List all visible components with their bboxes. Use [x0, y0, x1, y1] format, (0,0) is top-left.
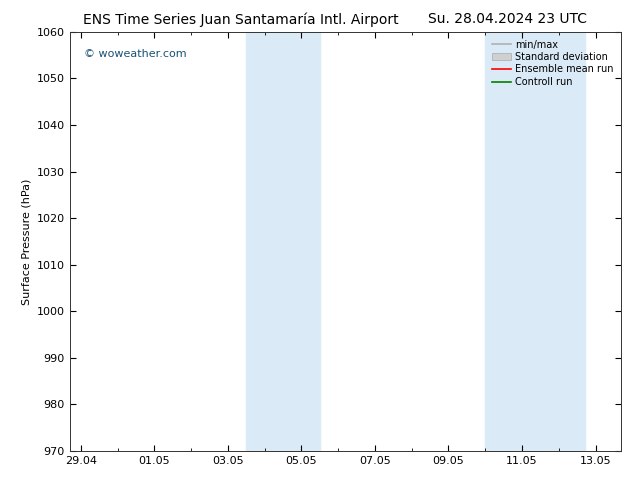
Bar: [485, 32, 585, 451]
Text: © woweather.com: © woweather.com: [84, 49, 186, 59]
Bar: [246, 32, 320, 451]
Text: ENS Time Series Juan Santamaría Intl. Airport: ENS Time Series Juan Santamaría Intl. Ai…: [83, 12, 399, 27]
Legend: min/max, Standard deviation, Ensemble mean run, Controll run: min/max, Standard deviation, Ensemble me…: [489, 37, 616, 90]
Text: Su. 28.04.2024 23 UTC: Su. 28.04.2024 23 UTC: [428, 12, 586, 26]
Y-axis label: Surface Pressure (hPa): Surface Pressure (hPa): [21, 178, 31, 304]
